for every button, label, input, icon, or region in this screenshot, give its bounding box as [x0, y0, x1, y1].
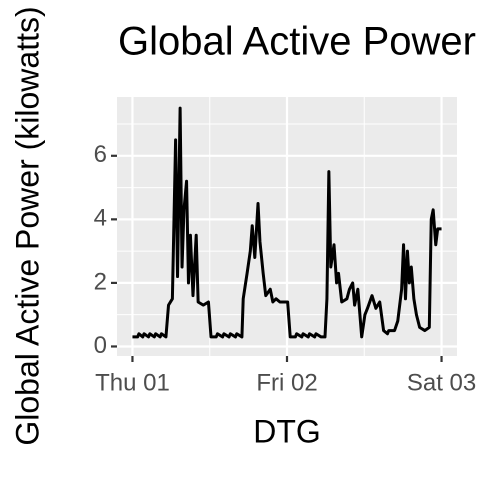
- y-axis-title: Global Active Power (kilowatts): [9, 6, 45, 445]
- x-tick-label: Fri 02: [256, 369, 317, 396]
- data-line: [132, 106, 442, 339]
- y-tick-label: 6: [94, 141, 107, 168]
- x-axis-title: DTG: [253, 413, 321, 449]
- y-tick-label: 0: [94, 332, 107, 359]
- y-tick-label: 4: [94, 205, 107, 232]
- x-tick-label: Thu 01: [95, 369, 170, 396]
- chart-title: Global Active Power: [118, 20, 476, 64]
- x-tick-label: Sat 03: [407, 369, 476, 396]
- y-tick-label: 2: [94, 268, 107, 295]
